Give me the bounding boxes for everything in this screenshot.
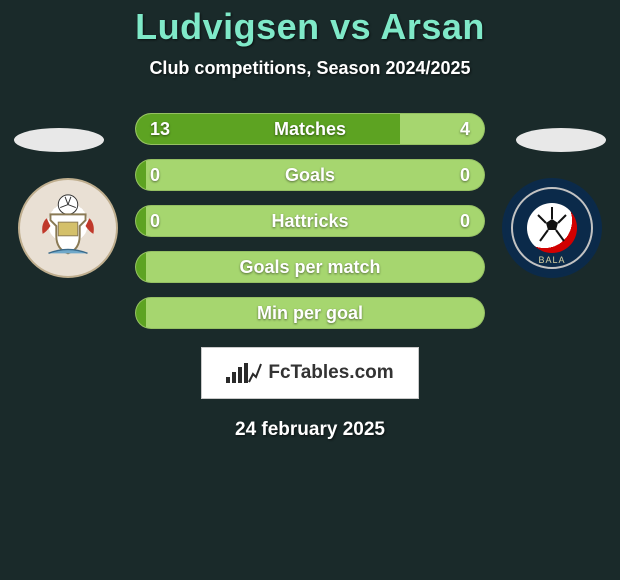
stat-value-left: 13	[150, 114, 170, 144]
stat-row: Hattricks0 0	[135, 205, 485, 237]
stat-label: Min per goal	[136, 298, 484, 328]
stat-row: Min per goal	[135, 297, 485, 329]
stat-value-right: 0	[460, 206, 470, 236]
stat-row: Matches13 4	[135, 113, 485, 145]
stat-label: Hattricks	[136, 206, 484, 236]
bars-icon	[226, 363, 248, 383]
page-title: Ludvigsen vs Arsan	[0, 6, 620, 48]
date-text: 24 february 2025	[0, 419, 620, 441]
stat-value-right: 0	[460, 160, 470, 190]
crest-right-ball-svg	[527, 203, 577, 253]
trend-line-icon	[248, 362, 262, 384]
pontypridd-crest	[18, 178, 118, 278]
stat-row: Goals0 0	[135, 159, 485, 191]
stat-label: Matches	[136, 114, 484, 144]
stat-value-left: 0	[150, 160, 160, 190]
brand-text: FcTables.com	[268, 362, 393, 384]
stat-label: Goals per match	[136, 252, 484, 282]
stat-label: Goals	[136, 160, 484, 190]
player-photo-placeholder-right	[516, 128, 606, 152]
page-subtitle: Club competitions, Season 2024/2025	[0, 58, 620, 79]
crest-right-text: BALA	[505, 255, 599, 265]
stat-value-left: 0	[150, 206, 160, 236]
source-badge: FcTables.com	[201, 347, 419, 399]
infographic-root: Ludvigsen vs Arsan Club competitions, Se…	[0, 0, 620, 441]
crest-left-svg	[29, 189, 107, 267]
stat-row: Goals per match	[135, 251, 485, 283]
player-photo-placeholder-left	[14, 128, 104, 152]
bala-town-crest: BALA	[502, 178, 602, 278]
stat-value-right: 4	[460, 114, 470, 144]
stat-rows: Matches134Goals00Hattricks00Goals per ma…	[135, 113, 485, 329]
